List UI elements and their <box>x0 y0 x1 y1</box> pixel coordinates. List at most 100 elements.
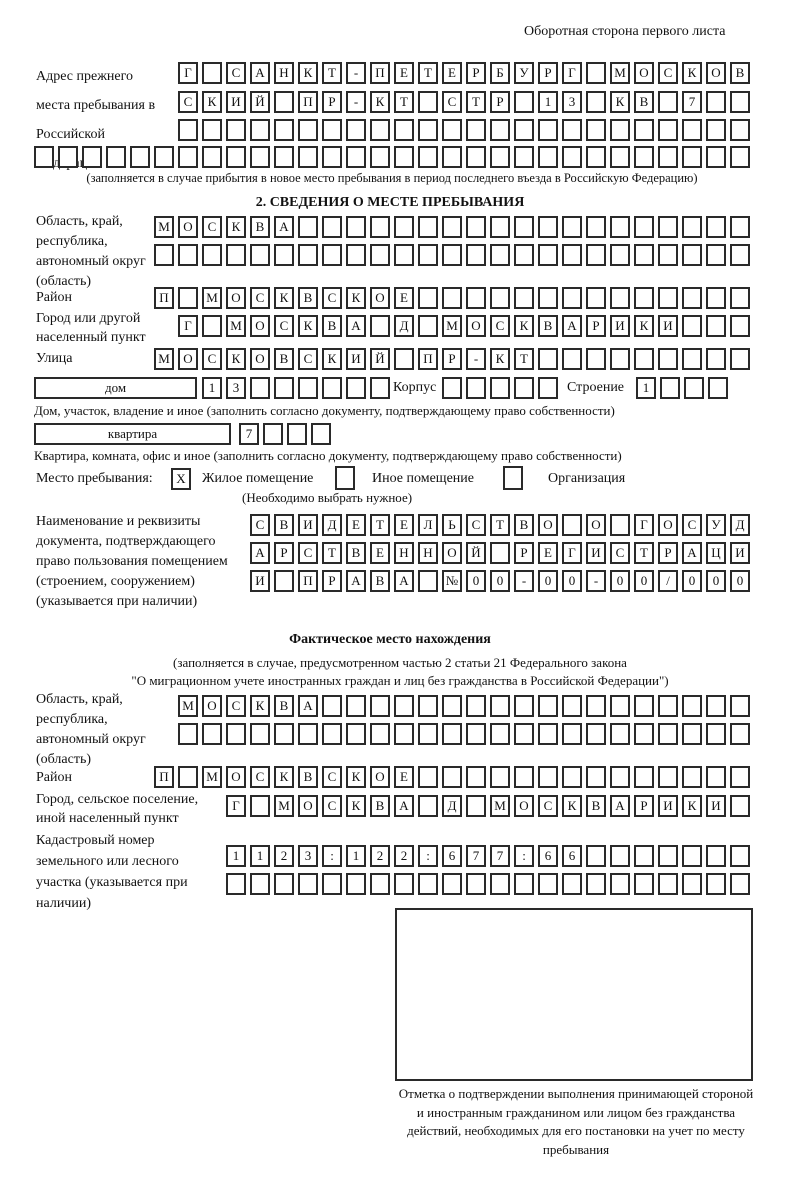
char-cell[interactable]: М <box>154 216 174 238</box>
char-cell[interactable] <box>586 845 606 867</box>
char-cell[interactable]: Ц <box>706 542 726 564</box>
char-cell[interactable] <box>610 695 630 717</box>
char-cell[interactable] <box>346 723 366 745</box>
char-cell[interactable] <box>178 723 198 745</box>
char-cell[interactable] <box>730 91 750 113</box>
char-cell[interactable] <box>610 119 630 141</box>
char-cell[interactable] <box>682 315 702 337</box>
char-cell[interactable]: С <box>538 795 558 817</box>
char-cell[interactable] <box>250 244 270 266</box>
char-cell[interactable] <box>538 119 558 141</box>
char-cell[interactable] <box>730 216 750 238</box>
char-cell[interactable] <box>634 845 654 867</box>
char-cell[interactable]: П <box>154 766 174 788</box>
stay-option-checkbox-other[interactable] <box>335 466 355 490</box>
char-cell[interactable] <box>490 542 510 564</box>
char-cell[interactable]: О <box>514 795 534 817</box>
char-cell[interactable]: К <box>610 91 630 113</box>
char-cell[interactable] <box>370 695 390 717</box>
char-cell[interactable]: М <box>490 795 510 817</box>
char-cell[interactable] <box>370 146 390 168</box>
char-cell[interactable]: В <box>298 287 318 309</box>
char-cell[interactable] <box>250 119 270 141</box>
char-cell[interactable] <box>466 695 486 717</box>
char-cell[interactable] <box>730 845 750 867</box>
char-cell[interactable] <box>730 119 750 141</box>
char-cell[interactable]: В <box>586 795 606 817</box>
char-cell[interactable]: С <box>226 62 246 84</box>
char-cell[interactable] <box>130 146 150 168</box>
korpus-cells[interactable] <box>442 377 562 399</box>
char-cell[interactable]: Й <box>370 348 390 370</box>
char-cell[interactable] <box>682 119 702 141</box>
char-cell[interactable] <box>298 244 318 266</box>
char-cell[interactable]: В <box>538 315 558 337</box>
char-cell[interactable] <box>274 146 294 168</box>
char-cell[interactable] <box>346 244 366 266</box>
char-cell[interactable]: 2 <box>394 845 414 867</box>
char-cell[interactable]: Т <box>466 91 486 113</box>
char-cell[interactable] <box>154 244 174 266</box>
char-cell[interactable]: 3 <box>226 377 246 399</box>
char-cell[interactable] <box>634 244 654 266</box>
char-cell[interactable]: С <box>250 514 270 536</box>
char-cell[interactable] <box>202 119 222 141</box>
char-cell[interactable]: В <box>322 315 342 337</box>
char-cell[interactable] <box>586 766 606 788</box>
char-cell[interactable] <box>682 287 702 309</box>
char-cell[interactable] <box>634 119 654 141</box>
char-cell[interactable] <box>706 695 726 717</box>
char-cell[interactable] <box>658 91 678 113</box>
char-cell[interactable] <box>274 873 294 895</box>
char-cell[interactable]: К <box>370 91 390 113</box>
char-cell[interactable] <box>418 795 438 817</box>
char-cell[interactable] <box>706 91 726 113</box>
char-cell[interactable]: 0 <box>562 570 582 592</box>
char-cell[interactable]: С <box>322 287 342 309</box>
char-cell[interactable] <box>466 873 486 895</box>
char-cell[interactable] <box>610 514 630 536</box>
char-cell[interactable] <box>370 723 390 745</box>
char-cell[interactable] <box>586 723 606 745</box>
char-cell[interactable]: Е <box>346 514 366 536</box>
char-cell[interactable] <box>202 146 222 168</box>
char-cell[interactable] <box>706 244 726 266</box>
char-cell[interactable] <box>562 244 582 266</box>
char-cell[interactable] <box>490 873 510 895</box>
char-cell[interactable] <box>682 845 702 867</box>
char-cell[interactable]: С <box>466 514 486 536</box>
char-cell[interactable]: Д <box>442 795 462 817</box>
char-cell[interactable] <box>634 723 654 745</box>
region-row-2[interactable] <box>154 244 754 266</box>
char-cell[interactable]: О <box>466 315 486 337</box>
building-cells[interactable]: 1 <box>636 377 732 399</box>
char-cell[interactable]: П <box>154 287 174 309</box>
char-cell[interactable]: С <box>610 542 630 564</box>
char-cell[interactable]: Д <box>394 315 414 337</box>
char-cell[interactable] <box>610 146 630 168</box>
char-cell[interactable] <box>658 146 678 168</box>
char-cell[interactable] <box>466 723 486 745</box>
char-cell[interactable] <box>466 119 486 141</box>
char-cell[interactable] <box>634 766 654 788</box>
char-cell[interactable] <box>202 62 222 84</box>
char-cell[interactable] <box>562 514 582 536</box>
char-cell[interactable]: С <box>298 348 318 370</box>
char-cell[interactable]: - <box>346 91 366 113</box>
char-cell[interactable] <box>658 766 678 788</box>
char-cell[interactable]: О <box>538 514 558 536</box>
char-cell[interactable] <box>154 146 174 168</box>
char-cell[interactable] <box>226 723 246 745</box>
char-cell[interactable] <box>370 216 390 238</box>
char-cell[interactable] <box>263 423 283 445</box>
char-cell[interactable]: И <box>298 514 318 536</box>
char-cell[interactable]: С <box>658 62 678 84</box>
char-cell[interactable] <box>442 146 462 168</box>
char-cell[interactable] <box>346 377 366 399</box>
char-cell[interactable] <box>274 723 294 745</box>
char-cell[interactable]: Е <box>394 514 414 536</box>
char-cell[interactable] <box>660 377 680 399</box>
